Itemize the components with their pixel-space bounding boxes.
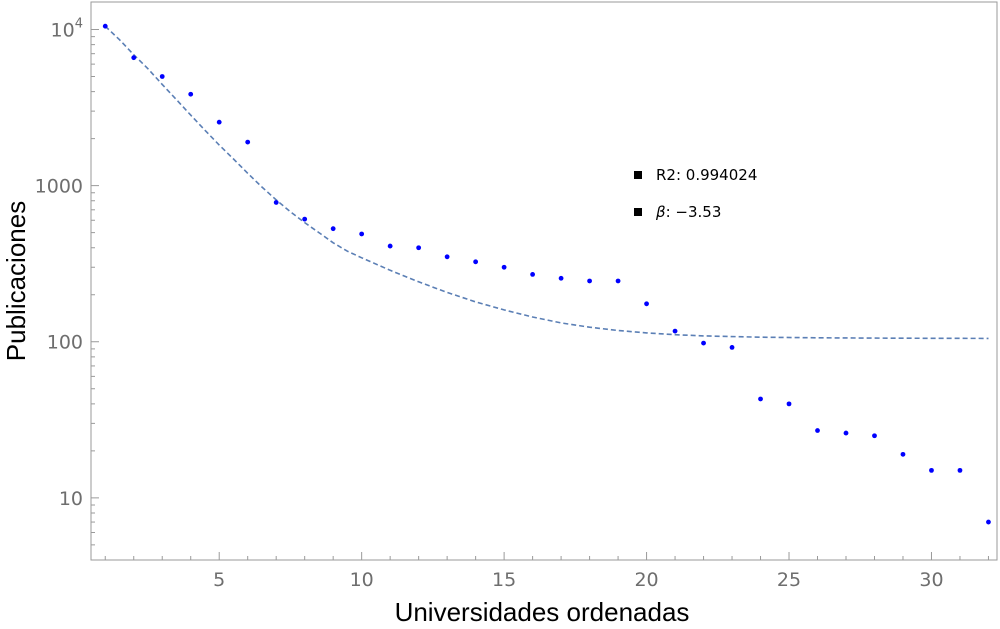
- y-tick-label: 10: [59, 488, 83, 510]
- data-point: [786, 401, 792, 407]
- legend-marker-beta: [634, 208, 642, 216]
- data-point: [986, 519, 991, 525]
- data-point: [758, 396, 763, 402]
- y-tick-label-main: 1000: [35, 176, 83, 198]
- data-point: [501, 264, 507, 270]
- data-point: [843, 430, 849, 436]
- data-point: [558, 275, 564, 281]
- data-point: [872, 433, 877, 439]
- x-tick-label: 10: [350, 569, 374, 591]
- data-point: [387, 243, 393, 249]
- legend-beta-value: : −3.53: [666, 203, 722, 221]
- y-tick-label-sup: 4: [75, 16, 83, 31]
- data-point: [729, 344, 735, 350]
- x-tick-label: 20: [634, 569, 658, 591]
- fit-curve: [104, 25, 989, 340]
- data-point: [302, 216, 308, 222]
- y-tick-label: 1000: [35, 176, 83, 198]
- data-point: [188, 91, 194, 97]
- x-axis-ticks: 5 10 15 20 25 30: [104, 552, 989, 591]
- x-tick-label: 15: [492, 569, 516, 591]
- data-point: [273, 200, 279, 205]
- data-point: [900, 451, 906, 457]
- data-point: [957, 467, 963, 473]
- legend: R2: 0.994024 β: −3.53: [634, 166, 757, 221]
- x-tick-label: 30: [919, 569, 943, 591]
- legend-beta-symbol: β: [655, 203, 666, 221]
- data-points: [102, 23, 991, 525]
- y-tick-label: 100: [47, 332, 83, 354]
- data-point: [815, 428, 820, 433]
- data-point: [473, 259, 479, 265]
- data-point: [359, 231, 365, 237]
- x-tick-label: 25: [777, 569, 801, 591]
- y-tick-label-main: 100: [47, 332, 83, 354]
- data-point: [587, 278, 592, 284]
- plot-frame: [90, 1, 998, 561]
- data-point: [131, 55, 137, 61]
- data-point: [444, 254, 450, 260]
- data-point: [672, 328, 678, 334]
- x-axis-title: Universidades ordenadas: [395, 597, 690, 627]
- x-tick-label: 5: [213, 569, 225, 591]
- data-point: [701, 340, 706, 346]
- data-point: [644, 301, 649, 307]
- legend-label-beta: β: −3.53: [655, 203, 721, 221]
- data-point: [416, 245, 422, 251]
- y-tick-label-main: 10: [59, 488, 83, 510]
- legend-marker-r2: [634, 171, 642, 179]
- data-point: [245, 139, 251, 145]
- data-point: [330, 226, 336, 232]
- data-point: [615, 278, 621, 284]
- y-axis-title: Publicaciones: [1, 201, 31, 361]
- data-point: [102, 23, 108, 29]
- legend-label-r2: R2: 0.994024: [656, 166, 757, 184]
- data-point: [929, 467, 934, 473]
- data-point: [530, 271, 536, 277]
- y-tick-label-main: 10: [51, 19, 75, 41]
- y-tick-label: 104: [51, 16, 83, 41]
- data-point: [216, 119, 222, 125]
- data-point: [159, 74, 165, 79]
